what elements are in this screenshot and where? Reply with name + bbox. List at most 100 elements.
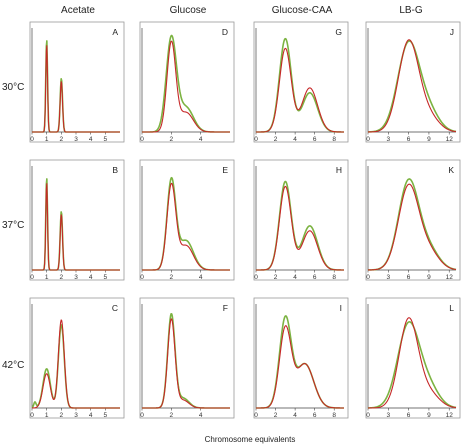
panel-letter: G [335,27,342,37]
column-title-glucose-caa: Glucose-CAA [272,5,333,16]
x-tick-label: 3 [74,274,78,281]
panel-a: 0 1 2 3 4 5 A [29,21,125,143]
x-tick-label: 2 [170,274,174,281]
measured-series-line [367,40,457,133]
panel-b: 0 1 2 3 4 5 B [29,159,125,281]
x-tick-label: 0 [30,136,34,143]
panel-l: 0 3 6 9 12 L [365,297,461,419]
column-title-glucose: Glucose [170,5,207,16]
measured-series-line [367,178,457,271]
panel-frame [365,297,461,419]
x-axis-label: Chromosome equivalents [205,435,296,444]
x-tick-label: 6 [407,274,411,281]
panel-g: 0 2 4 6 8 G [253,21,349,143]
model-series-line [31,183,120,271]
x-tick-label: 0 [254,136,258,143]
panel-letter: L [449,303,454,313]
model-series-line [142,182,230,271]
x-tick-label: 1 [45,274,49,281]
x-tick-label: 9 [427,412,431,419]
x-tick-label: 8 [332,412,336,419]
x-tick-label: 2 [60,274,64,281]
column-title-acetate: Acetate [61,5,95,16]
x-tick-label: 4 [199,136,203,143]
x-tick-label: 5 [104,412,108,419]
panel-frame [139,159,235,281]
x-tick-label: 0 [140,412,144,419]
panel-letter: C [112,303,118,313]
x-tick-label: 3 [74,136,78,143]
panel-d: 0 2 4 D [139,21,235,143]
x-tick-label: 0 [140,274,144,281]
x-tick-label: 6 [313,274,317,281]
panel-frame [365,159,461,281]
x-tick-label: 3 [386,412,390,419]
x-tick-label: 2 [170,136,174,143]
x-tick-label: 6 [407,412,411,419]
column-title-lb-g: LB-G [399,5,423,16]
panel-letter: F [223,303,228,313]
x-tick-label: 4 [293,136,297,143]
measured-series-line [255,37,345,133]
x-tick-label: 8 [332,136,336,143]
x-tick-label: 0 [30,274,34,281]
model-series-line [368,317,457,409]
x-tick-label: 1 [45,412,49,419]
x-tick-label: 9 [427,274,431,281]
x-tick-label: 6 [313,136,317,143]
panel-frame [253,21,349,143]
panel-letter: D [222,27,228,37]
x-tick-label: 0 [254,274,258,281]
panel-letter: H [336,165,342,175]
x-tick-label: 4 [293,412,297,419]
x-tick-label: 4 [89,412,93,419]
x-tick-label: 0 [366,412,370,419]
x-tick-label: 4 [89,136,93,143]
x-tick-label: 0 [30,412,34,419]
model-series-line [142,318,230,409]
x-tick-label: 4 [199,274,203,281]
x-tick-label: 2 [60,412,64,419]
model-series-line [256,185,344,271]
panel-letter: I [340,303,342,313]
panel-letter: E [222,165,228,175]
x-tick-label: 4 [89,274,93,281]
x-tick-label: 2 [60,136,64,143]
panel-letter: J [450,27,454,37]
panel-h: 0 2 4 6 8 H [253,159,349,281]
measured-series-line [31,324,121,409]
x-tick-label: 3 [386,136,390,143]
row-label-42c: 42°C [2,360,24,371]
row-label-30c: 30°C [2,82,24,93]
panel-letter: A [112,27,118,37]
model-series-line [31,45,120,133]
x-tick-label: 6 [407,136,411,143]
x-tick-label: 8 [332,274,336,281]
x-tick-label: 0 [254,412,258,419]
x-tick-label: 0 [366,136,370,143]
x-tick-label: 0 [140,136,144,143]
measured-series-line [255,180,345,271]
x-tick-label: 2 [274,136,278,143]
panel-frame [139,297,235,419]
x-tick-label: 12 [446,412,454,419]
x-tick-label: 2 [274,274,278,281]
panel-frame [29,159,125,281]
panel-i: 0 2 4 6 8 I [253,297,349,419]
model-series-line [368,183,457,271]
panel-frame [29,21,125,143]
x-tick-label: 12 [446,274,454,281]
model-series-line [142,40,230,133]
model-series-line [367,39,457,133]
measured-series-line [141,34,231,133]
x-tick-label: 2 [170,412,174,419]
x-tick-label: 4 [293,274,297,281]
panel-c: 0 1 2 3 4 5 C [29,297,125,419]
x-tick-label: 3 [74,412,78,419]
x-tick-label: 6 [313,412,317,419]
panel-frame [253,159,349,281]
panel-frame [253,297,349,419]
x-tick-label: 12 [446,136,454,143]
measured-series-line [255,315,345,409]
model-series-line [256,47,344,133]
